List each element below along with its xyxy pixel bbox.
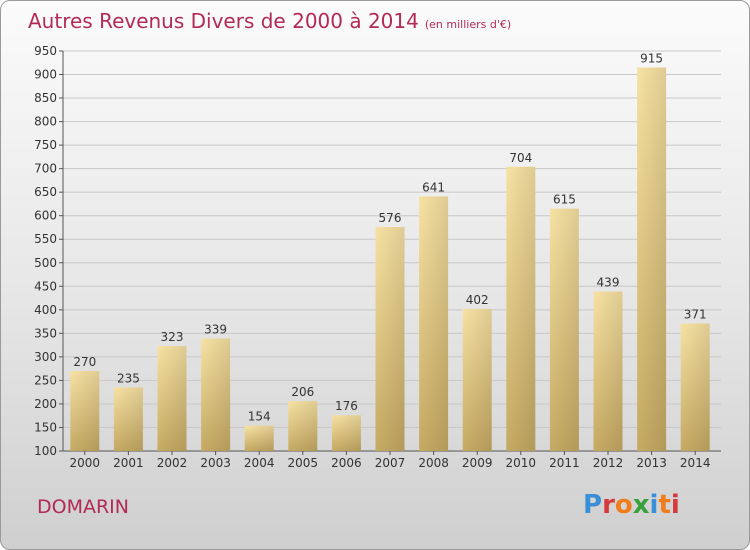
bar-shade-2008 [419,196,449,451]
bar-shade-2006 [331,415,361,451]
bars [70,67,710,452]
logo-letter: r [602,490,615,520]
chart-title: Autres Revenus Divers de 2000 à 2014 (en … [28,9,511,33]
data-label-2014: 371 [684,307,707,321]
chart-subtitle: (en milliers d'€) [424,18,512,31]
y-tick-label: 550 [34,232,57,246]
y-tick-label: 150 [34,420,57,434]
bar-shade-2013 [637,67,667,452]
x-tick-label: 2012 [593,456,624,470]
x-tick-label: 2008 [418,456,449,470]
x-tick-label: 2002 [157,456,188,470]
data-label-2007: 576 [379,211,402,225]
bar-shade-2009 [462,308,492,451]
y-tick-label: 250 [34,373,57,387]
y-tick-label: 450 [34,279,57,293]
y-tick-label: 600 [34,209,57,223]
bar-shade-2004 [244,425,274,451]
data-label-2003: 339 [204,323,227,337]
data-label-2010: 704 [509,151,532,165]
y-tick-label: 300 [34,350,57,364]
y-tick-label: 400 [34,303,57,317]
data-label-2012: 439 [597,275,620,289]
bar-shade-2007 [375,227,405,451]
data-label-2002: 323 [161,330,184,344]
x-tick-label: 2009 [462,456,493,470]
y-tick-label: 650 [34,185,57,199]
logo-letter: o [614,490,633,520]
bar-shade-2011 [549,208,579,451]
logo-letter: x [632,490,650,520]
y-tick-label: 900 [34,68,57,82]
data-label-2008: 641 [422,180,445,194]
data-label-2005: 206 [291,385,314,399]
data-label-2006: 176 [335,399,358,413]
y-tick-label: 350 [34,326,57,340]
data-label-2000: 270 [73,355,96,369]
bar-shade-2005 [288,401,318,451]
data-labels: 270 235 323 339 154 206 176 576 641 402 704 615 439 9… [73,51,706,423]
logo-letter: P [583,490,603,520]
bar-shade-2002 [157,346,187,451]
y-tick-label: 750 [34,138,57,152]
x-tick-label: 2005 [288,456,319,470]
chart-title-text: Autres Revenus Divers de 2000 à 2014 [28,9,419,33]
bar-shade-2014 [680,323,710,451]
y-tick-label: 100 [34,444,57,458]
x-tick-label: 2014 [680,456,711,470]
data-label-2013: 915 [640,51,663,65]
data-label-2001: 235 [117,371,140,385]
data-label-2009: 402 [466,293,489,307]
bar-shade-2012 [593,291,623,451]
x-tick-label: 2001 [113,456,144,470]
data-label-2004: 154 [248,410,271,424]
x-tick-label: 2003 [200,456,231,470]
x-tick-label: 2013 [636,456,667,470]
y-tick-label: 850 [34,91,57,105]
x-tick-label: 2000 [70,456,101,470]
logo-letter: t [658,490,671,520]
bar-shade-2010 [506,166,536,451]
bar-shade-2001 [113,387,143,451]
y-tick-label: 200 [34,397,57,411]
y-tick-label: 950 [34,44,57,58]
logo-letter: i [670,490,680,520]
x-tick-label: 2006 [331,456,362,470]
x-tick-label: 2010 [506,456,537,470]
place-name: DOMARIN [37,496,129,518]
x-tick-label: 2004 [244,456,275,470]
bar-shade-2000 [70,371,100,451]
y-tick-label: 500 [34,256,57,270]
x-tick-label: 2007 [375,456,406,470]
x-tick-label: 2011 [549,456,580,470]
data-label-2011: 615 [553,193,576,207]
logo-letter: i [649,490,659,520]
bar-shade-2003 [201,338,231,451]
y-tick-label: 800 [34,115,57,129]
y-tick-label: 700 [34,162,57,176]
proxiti-logo: Proxiti [583,490,680,520]
